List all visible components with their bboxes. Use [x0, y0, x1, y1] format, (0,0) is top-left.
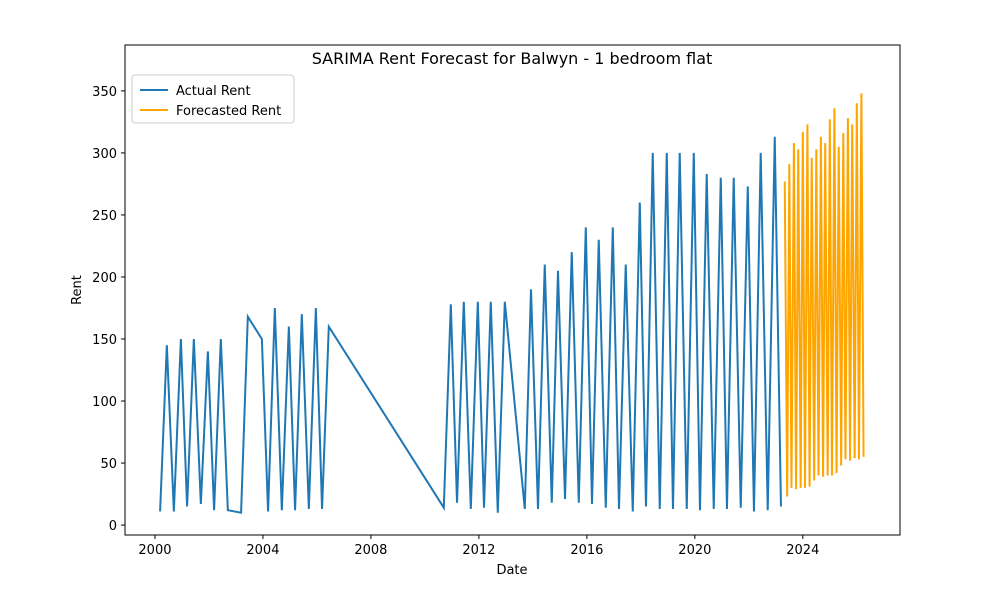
x-tick-label: 2016	[570, 543, 603, 558]
data-line	[159, 136, 782, 514]
y-tick-label: 300	[92, 147, 117, 162]
legend-label: Forecasted Rent	[176, 104, 281, 119]
axes-frame	[124, 44, 901, 536]
x-tick-label: 2024	[786, 543, 819, 558]
data-line	[783, 93, 865, 497]
y-axis-label: Rent	[70, 275, 85, 305]
y-tick-label: 150	[92, 333, 117, 348]
x-axis-label: Date	[496, 563, 527, 578]
x-tick-label: 2020	[678, 543, 711, 558]
x-tick-label: 2000	[138, 543, 171, 558]
y-tick-label: 200	[92, 271, 117, 286]
y-tick-label: 50	[100, 457, 117, 472]
legend-box	[131, 74, 295, 124]
y-tick-label: 250	[92, 209, 117, 224]
x-tick-label: 2012	[462, 543, 495, 558]
chart-title: SARIMA Rent Forecast for Balwyn - 1 bedr…	[312, 49, 713, 68]
x-tick-label: 2008	[354, 543, 387, 558]
legend-label: Actual Rent	[176, 84, 251, 99]
y-tick-label: 350	[92, 85, 117, 100]
y-tick-label: 0	[109, 519, 117, 534]
x-tick-label: 2004	[246, 543, 279, 558]
y-tick-label: 100	[92, 395, 117, 410]
